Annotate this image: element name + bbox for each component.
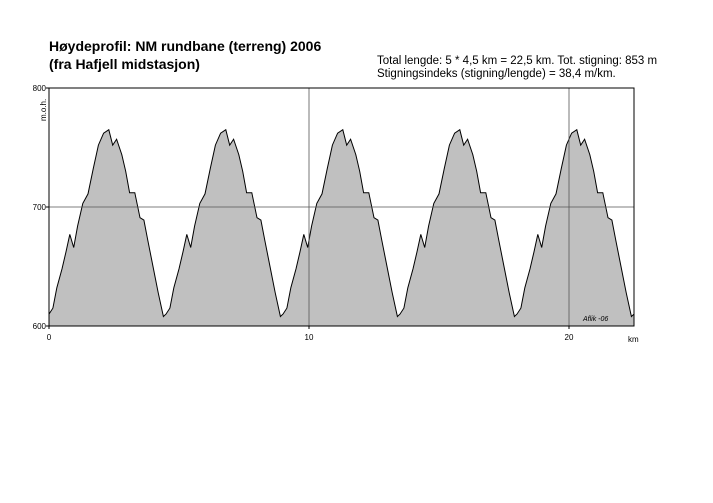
grid-lines <box>49 88 634 326</box>
x-axis-unit: km <box>628 335 639 344</box>
elevation-profile-area <box>49 129 634 326</box>
y-tick-label: 700 <box>33 203 47 212</box>
stats-total-length: Total lengde: 5 * 4,5 km = 22,5 km. Tot.… <box>377 55 658 67</box>
author-credit: Aflik -06 <box>582 316 608 323</box>
elevation-profile-line <box>48 128 635 318</box>
y-tick-label: 800 <box>33 84 47 93</box>
chart-title: Høydeprofil: NM rundbane (terreng) 2006 <box>49 38 322 54</box>
axis-ticks: 0 10 20 600 700 800 <box>33 84 574 342</box>
x-tick-label: 10 <box>305 333 314 342</box>
chart-subtitle: (fra Hafjell midstasjon) <box>49 56 200 72</box>
x-tick-label: 20 <box>565 333 574 342</box>
y-tick-label: 600 <box>33 322 47 331</box>
y-axis-label: m.o.h. <box>39 99 48 121</box>
x-tick-label: 0 <box>47 333 52 342</box>
stats-climb-index: Stigningsindeks (stigning/lengde) = 38,4… <box>377 68 616 80</box>
